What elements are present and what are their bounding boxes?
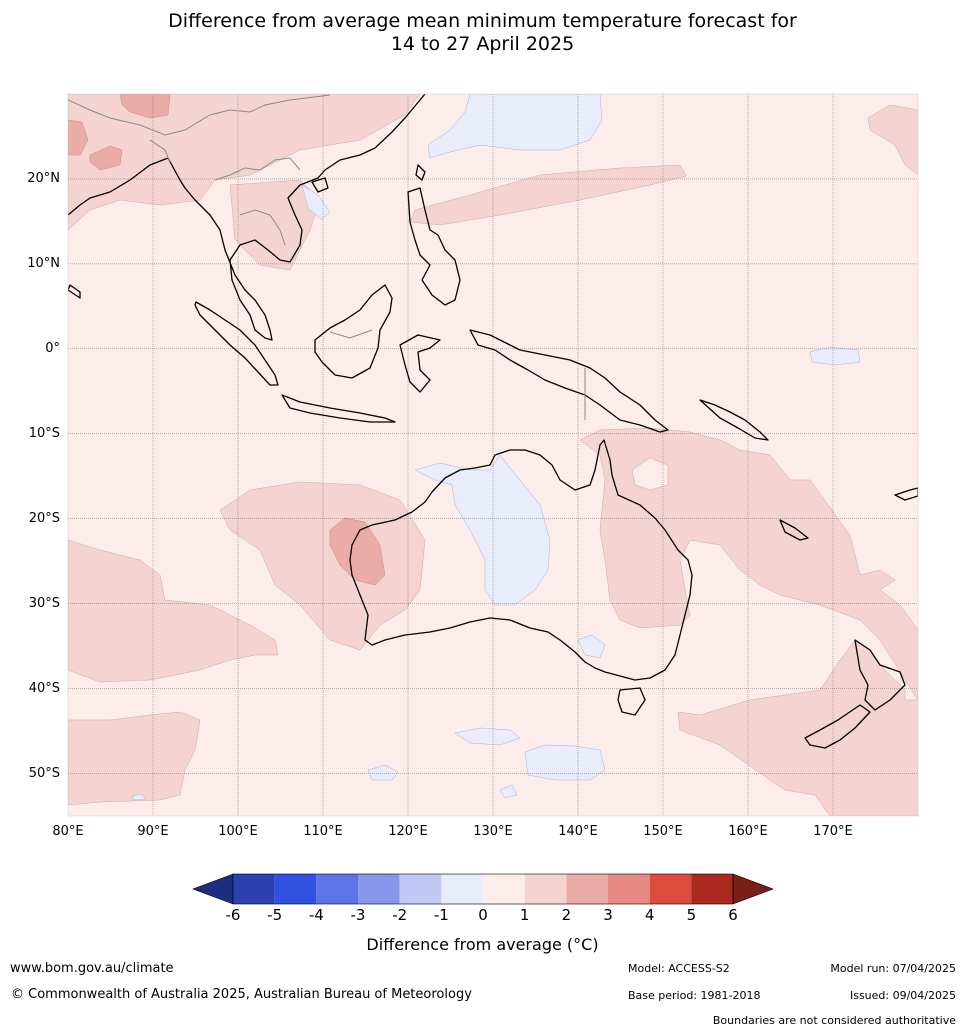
india-tip xyxy=(68,284,81,299)
new-caledonia xyxy=(779,519,809,541)
taiwan xyxy=(415,164,426,181)
title-line-2: 14 to 27 April 2025 xyxy=(390,33,575,55)
philippines xyxy=(407,187,461,306)
footer-model-run: Model run: 07/04/2025 xyxy=(830,962,956,975)
colorbar-tick-label: 0 xyxy=(478,906,488,924)
tasmania xyxy=(617,687,646,716)
latitude-label: 0° xyxy=(45,340,60,356)
footer-issued: Issued: 09/04/2025 xyxy=(849,989,956,1002)
colorbar-segment xyxy=(274,874,317,904)
title-line-1: Difference from average mean minimum tem… xyxy=(168,10,797,32)
latitude-label: 30°S xyxy=(28,595,60,611)
sumatra xyxy=(194,301,279,386)
colorbar-tick-label: -4 xyxy=(308,906,324,924)
footer-disclaimer: Boundaries are not considered authoritat… xyxy=(712,1014,956,1027)
colorbar-segment xyxy=(441,874,484,904)
latitude-label: 10°N xyxy=(27,255,60,271)
colorbar-segment xyxy=(691,874,734,904)
new-zealand-north xyxy=(854,639,906,711)
footer-base-period: Base period: 1981-2018 xyxy=(628,989,761,1002)
colorbar-tick-label: -3 xyxy=(350,906,366,924)
colorbar-tick-label: 4 xyxy=(644,906,655,924)
colorbar-frame xyxy=(232,873,734,905)
colorbar-segment xyxy=(608,874,650,904)
colorbar-segment xyxy=(358,874,400,904)
colorbar-tick-label: 3 xyxy=(603,906,613,924)
map-title: Difference from average mean minimum tem… xyxy=(0,10,965,56)
new-zealand-south xyxy=(804,704,871,749)
asia-coast xyxy=(68,94,426,341)
map-gridlines xyxy=(68,94,918,816)
colorbar-extend-low xyxy=(192,873,234,905)
colorbar-segment xyxy=(566,874,609,904)
colorbar-tick-label: -5 xyxy=(267,906,283,924)
colorbar xyxy=(192,873,774,905)
country-borders xyxy=(68,94,586,420)
footer-website: www.bom.gov.au/climate xyxy=(10,961,174,976)
latitude-label: 20°S xyxy=(28,510,60,526)
longitude-label: 130°E xyxy=(473,824,513,839)
colorbar-tick-label: 2 xyxy=(561,906,572,924)
longitude-label: 150°E xyxy=(643,824,683,839)
longitude-label: 80°E xyxy=(52,824,84,839)
colorbar-tick-label: -1 xyxy=(433,906,449,924)
footer-model: Model: ACCESS-S2 xyxy=(628,962,730,975)
colorbar-segment xyxy=(233,874,275,904)
colorbar-segment xyxy=(316,874,359,904)
longitude-label: 170°E xyxy=(813,824,853,839)
latitude-label: 40°S xyxy=(28,680,60,696)
new-guinea xyxy=(469,329,669,433)
colorbar-tick-label: 6 xyxy=(728,906,738,924)
colorbar-segment xyxy=(399,874,442,904)
colorbar-tick-label: 1 xyxy=(519,906,530,924)
colorbar-extend-high xyxy=(732,873,774,905)
longitude-label: 90°E xyxy=(137,824,169,839)
anomaly-0-1-patches xyxy=(631,457,669,491)
java xyxy=(281,394,396,423)
coastlines xyxy=(68,94,918,749)
longitude-label: 120°E xyxy=(388,824,428,839)
solomon-islands xyxy=(699,399,769,441)
colorbar-segment xyxy=(649,874,692,904)
latitude-label: 20°N xyxy=(27,170,60,186)
borneo xyxy=(314,284,393,379)
colorbar-tick-label: 5 xyxy=(686,906,697,924)
australia xyxy=(349,439,693,681)
sulawesi xyxy=(399,334,441,393)
colorbar-segment xyxy=(483,874,525,904)
longitude-label: 110°E xyxy=(303,824,343,839)
fiji xyxy=(894,487,918,501)
longitude-label: 100°E xyxy=(218,824,258,839)
colorbar-tick-label: -6 xyxy=(225,906,241,924)
longitude-label: 140°E xyxy=(558,824,598,839)
hainan xyxy=(311,177,329,193)
colorbar-tick-label: -2 xyxy=(392,906,408,924)
footer-copyright: © Commonwealth of Australia 2025, Austra… xyxy=(11,987,472,1002)
latitude-label: 10°S xyxy=(28,425,60,441)
map-frame xyxy=(67,93,919,817)
colorbar-segment xyxy=(524,874,567,904)
anomaly-2-3-regions xyxy=(68,94,386,586)
latitude-label: 50°S xyxy=(28,765,60,781)
longitude-label: 160°E xyxy=(728,824,768,839)
anomaly-minus1-0-regions xyxy=(131,94,861,801)
colorbar-label: Difference from average (°C) xyxy=(366,935,599,954)
